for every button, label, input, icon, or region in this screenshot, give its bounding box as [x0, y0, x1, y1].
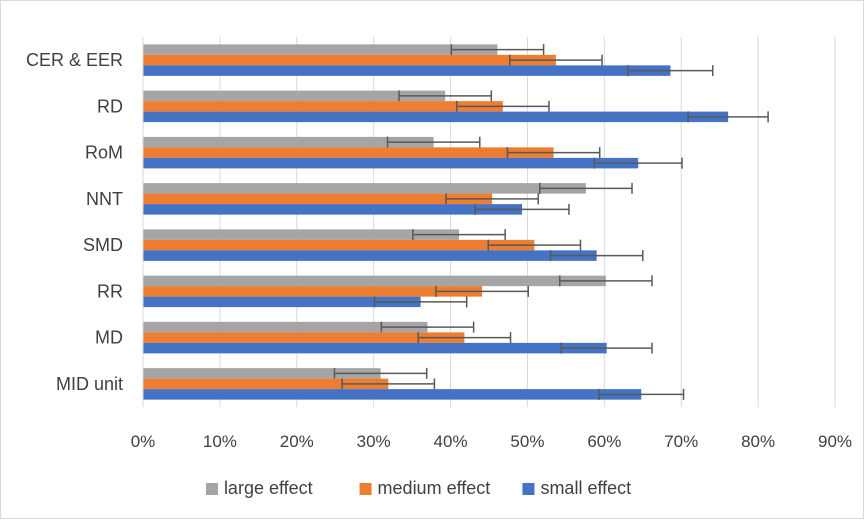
bar-medium-effect-7 [143, 378, 389, 390]
legend-label: large effect [224, 478, 313, 498]
category-label: NNT [86, 189, 123, 209]
x-tick-label: 0% [131, 432, 156, 451]
bar-medium-effect-3 [143, 193, 493, 205]
bar-medium-effect-2 [143, 147, 554, 158]
bar-small-effect-1 [143, 111, 729, 123]
bar-large-effect-0 [143, 44, 498, 55]
x-tick-label: 80% [741, 432, 775, 451]
legend-swatch-medium-effect [359, 483, 372, 495]
x-tick-label: 70% [664, 432, 698, 451]
bar-large-effect-1 [143, 90, 446, 102]
bar-small-effect-0 [143, 65, 671, 76]
bar-small-effect-6 [143, 342, 607, 354]
bar-medium-effect-5 [143, 286, 483, 297]
category-label: CER & EER [26, 50, 123, 70]
bar-small-effect-2 [143, 157, 639, 169]
bar-medium-effect-4 [143, 239, 535, 251]
category-label: RR [97, 281, 123, 301]
legend-label: small effect [540, 478, 631, 498]
x-tick-label: 20% [280, 432, 314, 451]
bar-large-effect-6 [143, 321, 428, 333]
x-tick-label: 50% [510, 432, 544, 451]
bar-small-effect-5 [143, 296, 421, 308]
x-tick-label: 40% [434, 432, 468, 451]
bar-large-effect-3 [143, 183, 586, 194]
bar-medium-effect-0 [143, 54, 556, 66]
bar-small-effect-3 [143, 204, 523, 215]
legend-swatch-large-effect [205, 483, 218, 495]
bar-small-effect-7 [143, 389, 642, 400]
x-tick-label: 60% [587, 432, 621, 451]
bar-medium-effect-6 [143, 332, 465, 343]
x-tick-label: 90% [818, 432, 852, 451]
x-tick-label: 30% [357, 432, 391, 451]
legend-label: medium effect [378, 478, 491, 498]
category-label: SMD [83, 235, 123, 255]
bar-small-effect-4 [143, 250, 597, 261]
category-label: MID unit [56, 374, 123, 394]
bar-large-effect-4 [143, 229, 460, 240]
legend-swatch-small-effect [522, 483, 535, 495]
category-label: MD [95, 328, 123, 348]
bar-large-effect-5 [143, 275, 606, 287]
category-label: RoM [85, 143, 123, 163]
x-tick-label: 10% [203, 432, 237, 451]
bar-medium-effect-1 [143, 101, 503, 112]
category-label: RD [97, 96, 123, 116]
bar-large-effect-2 [143, 136, 434, 148]
bar-large-effect-7 [143, 368, 381, 379]
